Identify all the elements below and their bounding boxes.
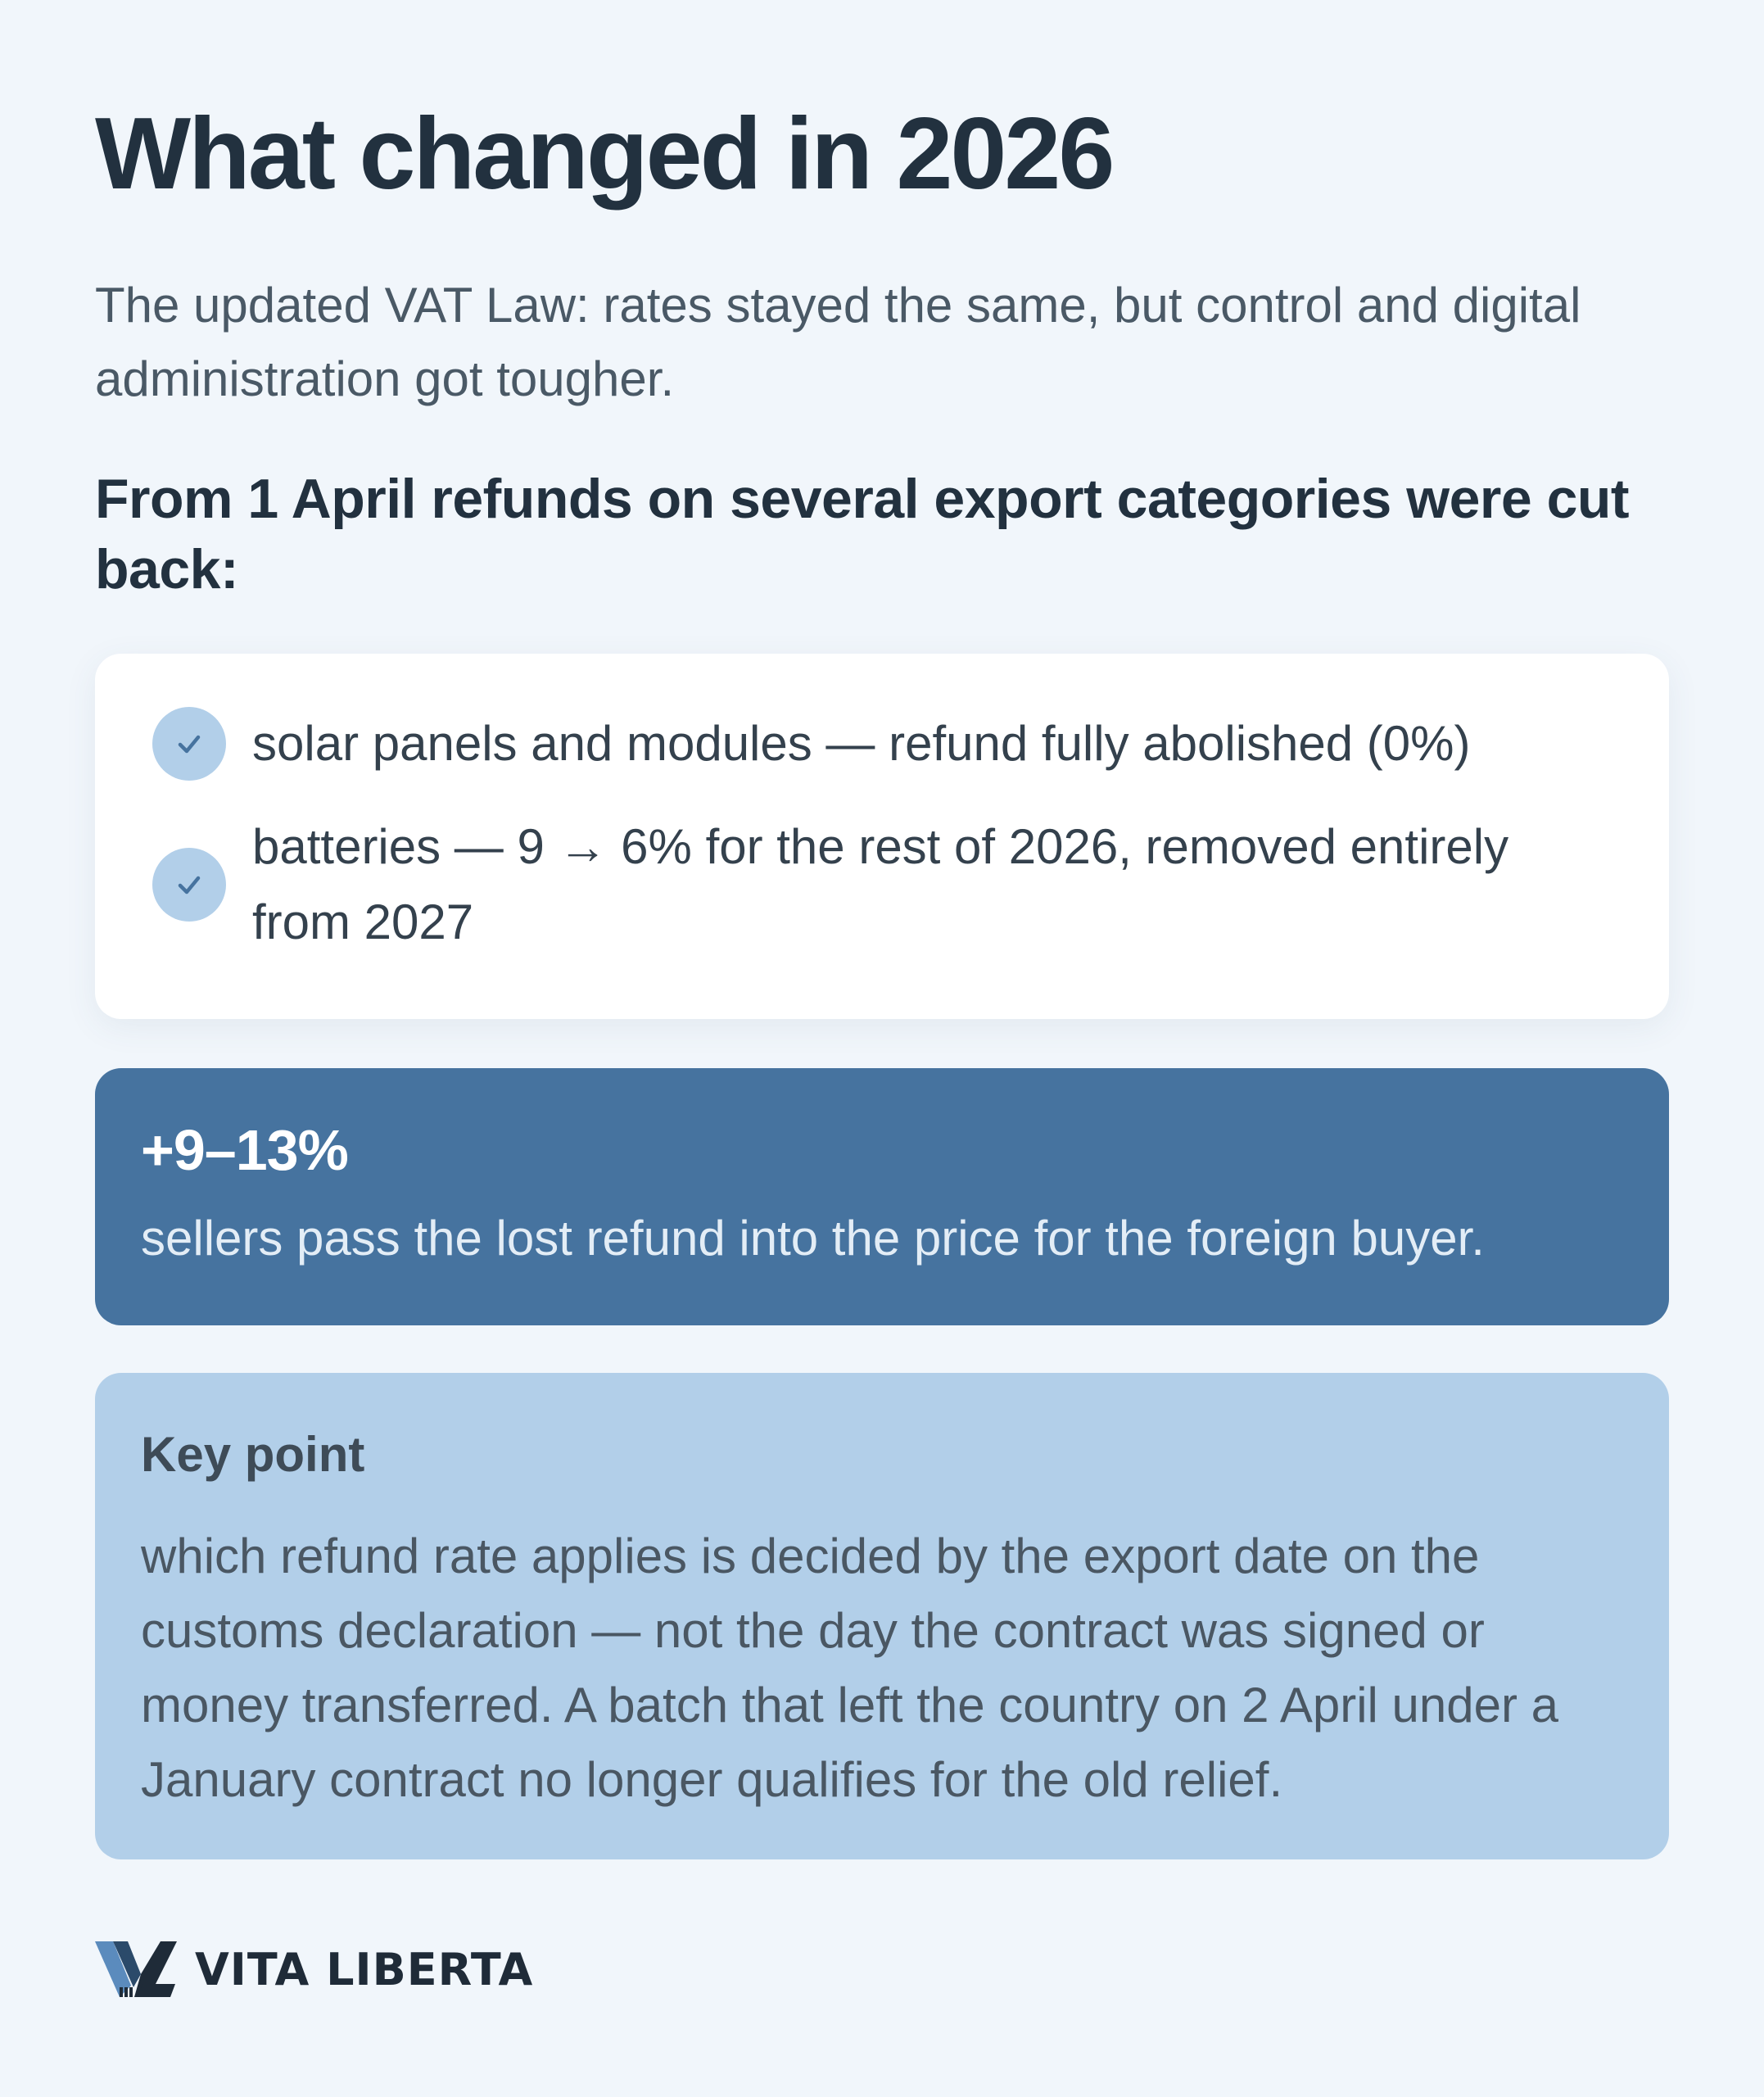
list-item-text: solar panels and modules — refund fully …: [252, 716, 1471, 771]
stat-description: sellers pass the lost refund into the pr…: [141, 1211, 1485, 1266]
key-point-text: which refund rate applies is decided by …: [141, 1529, 1559, 1807]
key-point-title: Key point: [141, 1427, 365, 1482]
page-title: What changed in 2026: [95, 97, 1115, 211]
check-icon: [152, 707, 226, 781]
list-item-text: batteries — 9 → 6% for the rest of 2026,…: [252, 819, 1509, 949]
brand-footer: VITA LIBERTA: [95, 1938, 533, 2000]
section-lead: From 1 April refunds on several export c…: [95, 468, 1630, 600]
price-impact-card: +9–13% sellers pass the lost refund into…: [95, 1068, 1669, 1325]
stat-value: +9–13%: [141, 1118, 349, 1182]
key-point-card: Key point which refund rate applies is d…: [95, 1373, 1669, 1859]
page-subtitle: The updated VAT Law: rates stayed the sa…: [95, 278, 1581, 406]
list-item: solar panels and modules — refund fully …: [152, 706, 1595, 781]
check-icon: [152, 848, 226, 922]
list-item: batteries — 9 → 6% for the rest of 2026,…: [152, 809, 1595, 960]
vita-liberta-logo: [95, 1941, 177, 1997]
brand-name: VITA LIBERTA: [195, 1943, 534, 1995]
refund-changes-card: solar panels and modules — refund fully …: [95, 654, 1669, 1019]
